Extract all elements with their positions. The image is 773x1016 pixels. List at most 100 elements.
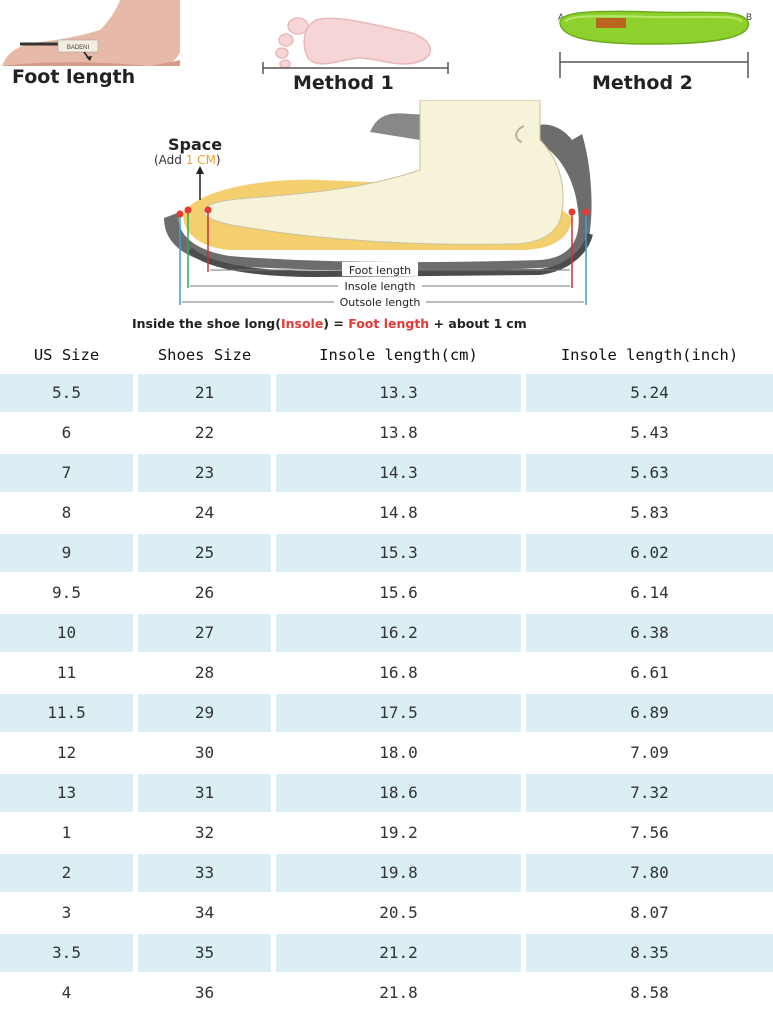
table-row: 1 32 19.2 7.56 xyxy=(0,813,773,853)
method-2-caption: Method 2 xyxy=(592,72,693,94)
insole-cm-cell: 17.5 xyxy=(276,694,521,732)
us-size-cell: 3 xyxy=(61,903,72,922)
shoes-size-cell: 32 xyxy=(194,823,215,842)
measurement-guide: BADENI Foot length Method 1 A B Method 2 xyxy=(0,0,773,100)
svg-text:BADENI: BADENI xyxy=(67,45,90,51)
foot-photo: BADENI xyxy=(0,0,180,72)
us-size-cell: 11.5 xyxy=(0,694,133,732)
header-shoes-size: Shoes Size xyxy=(157,346,252,364)
table-row: 11.5 29 17.5 6.89 xyxy=(0,693,773,733)
shoes-size-cell: 25 xyxy=(138,534,271,572)
header-us-size: US Size xyxy=(33,346,100,364)
shoes-size-cell: 21 xyxy=(138,374,271,412)
insole-cm-cell: 15.6 xyxy=(379,583,418,602)
insole-inch-cell: 5.63 xyxy=(526,454,773,492)
insole-cm-cell: 13.3 xyxy=(276,374,521,412)
insole-cm-cell: 18.0 xyxy=(379,743,418,762)
insole-cm-cell: 20.5 xyxy=(379,903,418,922)
shoes-size-cell: 36 xyxy=(194,983,215,1002)
table-row: 3.5 35 21.2 8.35 xyxy=(0,933,773,973)
insole-inch-cell: 5.83 xyxy=(630,503,669,522)
shoes-size-cell: 22 xyxy=(194,423,215,442)
us-size-cell: 4 xyxy=(61,983,72,1002)
insole-length-label: Insole length xyxy=(344,280,415,293)
us-size-cell: 5.5 xyxy=(0,374,133,412)
us-size-cell: 7 xyxy=(0,454,133,492)
table-row: 11 28 16.8 6.61 xyxy=(0,653,773,693)
table-row: 9 25 15.3 6.02 xyxy=(0,533,773,573)
insole-inch-cell: 6.89 xyxy=(526,694,773,732)
insole-inch-cell: 8.07 xyxy=(630,903,669,922)
insole-cm-cell: 15.3 xyxy=(276,534,521,572)
us-size-cell: 12 xyxy=(56,743,77,762)
table-row: 2 33 19.8 7.80 xyxy=(0,853,773,893)
insole-cm-cell: 18.6 xyxy=(276,774,521,812)
table-row: 9.5 26 15.6 6.14 xyxy=(0,573,773,613)
table-row: 10 27 16.2 6.38 xyxy=(0,613,773,653)
insole-cm-cell: 14.8 xyxy=(379,503,418,522)
insole-inch-cell: 7.09 xyxy=(630,743,669,762)
table-row: 5.5 21 13.3 5.24 xyxy=(0,373,773,413)
insole-inch-cell: 5.43 xyxy=(630,423,669,442)
foot-length-caption: Foot length xyxy=(12,66,136,88)
table-header: US Size Shoes Size Insole length(cm) Ins… xyxy=(0,335,773,373)
insole-inch-cell: 6.14 xyxy=(630,583,669,602)
us-size-cell: 10 xyxy=(0,614,133,652)
insole-icon: A B xyxy=(558,10,752,78)
shoes-size-cell: 29 xyxy=(138,694,271,732)
shoes-size-cell: 24 xyxy=(194,503,215,522)
footprint-icon xyxy=(262,17,449,74)
table-row: 4 36 21.8 8.58 xyxy=(0,973,773,1013)
table-body: 5.5 21 13.3 5.24 6 22 13.8 5.43 7 23 14.3 5.63 8 24 14… xyxy=(0,373,773,1013)
insole-formula: Inside the shoe long(Insole) = Foot leng… xyxy=(132,316,527,331)
space-note-value: 1 CM xyxy=(186,153,216,167)
us-size-cell: 1 xyxy=(61,823,72,842)
header-insole-cm: Insole length(cm) xyxy=(319,346,478,364)
insole-cm-cell: 13.8 xyxy=(379,423,418,442)
header-insole-inch: Insole length(inch) xyxy=(560,346,739,364)
insole-inch-cell: 6.61 xyxy=(630,663,669,682)
shoes-size-cell: 35 xyxy=(138,934,271,972)
shoes-size-cell: 27 xyxy=(138,614,271,652)
insole-inch-cell: 5.24 xyxy=(526,374,773,412)
table-row: 12 30 18.0 7.09 xyxy=(0,733,773,773)
insole-inch-cell: 8.58 xyxy=(630,983,669,1002)
insole-inch-cell: 6.38 xyxy=(526,614,773,652)
space-label: Space xyxy=(168,135,222,154)
insole-cm-cell: 16.8 xyxy=(379,663,418,682)
insole-cm-cell: 19.2 xyxy=(379,823,418,842)
table-row: 7 23 14.3 5.63 xyxy=(0,453,773,493)
table-row: 3 34 20.5 8.07 xyxy=(0,893,773,933)
insole-inch-cell: 7.80 xyxy=(526,854,773,892)
svg-text:(Add 1 CM): (Add 1 CM) xyxy=(154,153,221,167)
us-size-cell: 8 xyxy=(61,503,72,522)
shoes-size-cell: 31 xyxy=(138,774,271,812)
shoes-size-cell: 33 xyxy=(138,854,271,892)
us-size-cell: 9.5 xyxy=(52,583,81,602)
table-row: 13 31 18.6 7.32 xyxy=(0,773,773,813)
us-size-cell: 13 xyxy=(0,774,133,812)
insole-inch-cell: 8.35 xyxy=(526,934,773,972)
us-size-cell: 3.5 xyxy=(0,934,133,972)
insole-cm-cell: 14.3 xyxy=(276,454,521,492)
insole-inch-cell: 7.56 xyxy=(630,823,669,842)
outsole-length-label: Outsole length xyxy=(340,296,421,309)
insole-cm-cell: 19.8 xyxy=(276,854,521,892)
us-size-cell: 6 xyxy=(61,423,72,442)
point-a-label: A xyxy=(558,12,564,22)
table-row: 8 24 14.8 5.83 xyxy=(0,493,773,533)
insole-cm-cell: 16.2 xyxy=(276,614,521,652)
shoes-size-cell: 30 xyxy=(194,743,215,762)
insole-cm-cell: 21.2 xyxy=(276,934,521,972)
shoes-size-cell: 23 xyxy=(138,454,271,492)
us-size-cell: 2 xyxy=(0,854,133,892)
space-note-prefix: (Add xyxy=(154,153,186,167)
us-size-cell: 9 xyxy=(0,534,133,572)
method-1-caption: Method 1 xyxy=(293,72,394,94)
insole-cm-cell: 21.8 xyxy=(379,983,418,1002)
shoes-size-cell: 28 xyxy=(194,663,215,682)
space-note-suffix: ) xyxy=(216,153,221,167)
shoe-cross-section-diagram: Space (Add 1 CM) Foot length Insole leng… xyxy=(132,100,593,331)
us-size-cell: 11 xyxy=(56,663,77,682)
shoes-size-cell: 26 xyxy=(194,583,215,602)
